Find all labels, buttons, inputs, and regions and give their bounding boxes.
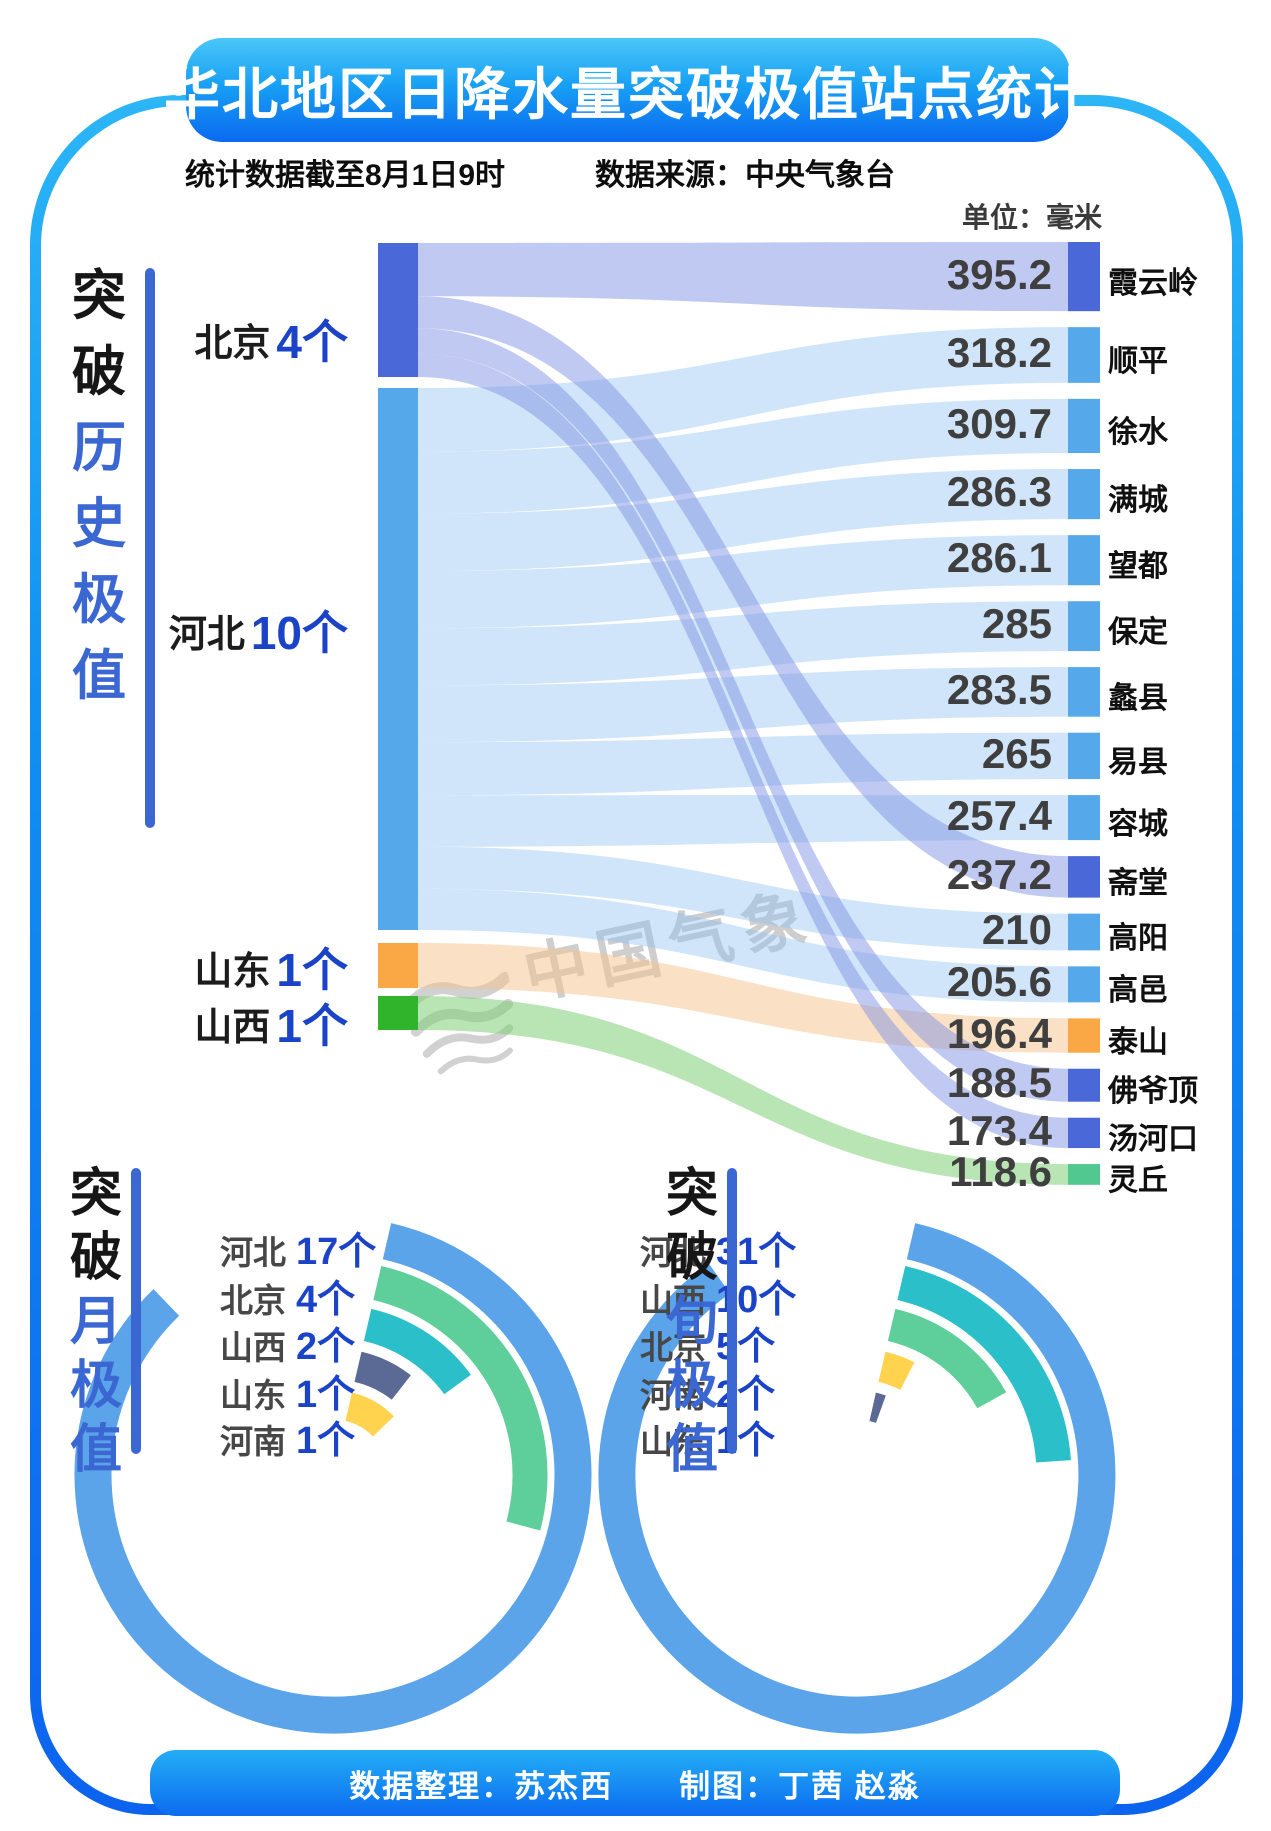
station-name-灵丘: 灵丘 <box>1108 1164 1168 1198</box>
station-name-顺平: 顺平 <box>1108 345 1168 378</box>
caption-char: 旬 <box>666 1293 719 1351</box>
source-province-name: 北京 <box>194 322 271 365</box>
station-value-保定: 285 <box>981 600 1052 648</box>
station-name-佛爷顶: 佛爷顶 <box>1108 1075 1198 1109</box>
caption-char: 值 <box>70 1421 123 1479</box>
station-value-泰山: 196.4 <box>946 1009 1052 1057</box>
legend-row-河北: 河北 17个 <box>214 1220 376 1275</box>
caption-tenday-bar <box>727 1168 737 1454</box>
caption-char: 月 <box>70 1293 123 1351</box>
station-name-易县: 易县 <box>1108 745 1168 779</box>
station-name-泰山: 泰山 <box>1108 1025 1168 1059</box>
caption-char: 极 <box>70 1357 123 1415</box>
caption-char: 史 <box>72 494 126 554</box>
station-value-容城: 257.4 <box>946 791 1052 839</box>
legend-station-count: 17个 <box>296 1231 377 1273</box>
source-station-count: 1个 <box>276 944 348 996</box>
station-name-徐水: 徐水 <box>1108 415 1168 449</box>
unit-label: 单位：毫米 <box>962 202 1103 233</box>
station-value-易县: 265 <box>981 729 1052 777</box>
legend-row-山西: 山西 2个 <box>214 1315 355 1370</box>
footer-credits: 数据整理：苏杰西 制图：丁茜 赵淼 <box>349 1768 921 1804</box>
station-value-高邑: 205.6 <box>946 958 1052 1006</box>
station-value-高阳: 210 <box>981 906 1052 953</box>
caption-char: 突 <box>72 266 126 326</box>
caption-monthly-bar <box>131 1168 141 1454</box>
station-name-斋堂: 斋堂 <box>1108 866 1168 900</box>
caption-tenday-extreme: 突破旬极值 <box>666 1162 718 1482</box>
caption-char: 历 <box>72 418 126 478</box>
station-name-满城: 满城 <box>1108 484 1168 518</box>
legend-province-name: 河南 <box>220 1423 286 1460</box>
station-value-斋堂: 237.2 <box>946 850 1052 898</box>
station-value-灵丘: 118.6 <box>949 1148 1052 1196</box>
legend-province-name: 河北 <box>220 1234 286 1271</box>
station-name-保定: 保定 <box>1108 616 1168 650</box>
caption-char: 突 <box>70 1165 123 1223</box>
legend-province-name: 山西 <box>220 1329 286 1366</box>
caption-char: 突 <box>666 1165 719 1223</box>
station-value-顺平: 318.2 <box>946 329 1052 376</box>
source-province-name: 山西 <box>194 1006 271 1049</box>
caption-history-bar <box>145 268 155 828</box>
station-name-蠡县: 蠡县 <box>1108 681 1168 715</box>
source-station-count: 4个 <box>276 316 348 368</box>
caption-history-extreme: 突破历史极值 <box>72 258 126 714</box>
caption-char: 极 <box>666 1357 719 1415</box>
source-label-山东: 山东 1个 <box>194 934 348 1000</box>
source-label-北京: 北京 4个 <box>194 306 348 372</box>
station-value-蠡县: 283.5 <box>946 665 1052 713</box>
station-name-汤河口: 汤河口 <box>1108 1122 1198 1156</box>
caption-char: 值 <box>72 646 126 706</box>
subtitle: 统计数据截至8月1日9时 数据来源：中央气象台 <box>184 159 896 192</box>
legend-row-河南: 河南 1个 <box>214 1409 355 1464</box>
caption-monthly-extreme: 突破月极值 <box>70 1162 122 1482</box>
legend-station-count: 2个 <box>296 1326 356 1368</box>
caption-char: 值 <box>666 1421 719 1479</box>
station-name-霞云岭: 霞云岭 <box>1108 266 1198 300</box>
station-name-容城: 容城 <box>1108 807 1168 841</box>
source-province-name: 山东 <box>194 950 271 993</box>
caption-char: 破 <box>70 1229 123 1287</box>
station-value-望都: 286.1 <box>946 534 1052 582</box>
station-name-望都: 望都 <box>1108 550 1168 584</box>
station-value-霞云岭: 395.2 <box>946 250 1052 298</box>
legend-station-count: 1个 <box>716 1420 776 1462</box>
legend-station-count: 1个 <box>296 1420 356 1462</box>
source-label-山西: 山西 1个 <box>194 990 348 1056</box>
caption-char: 破 <box>72 342 126 402</box>
station-value-徐水: 309.7 <box>946 399 1052 447</box>
source-station-count: 1个 <box>276 1000 348 1052</box>
station-name-高阳: 高阳 <box>1108 922 1168 955</box>
station-value-满城: 286.3 <box>946 468 1052 516</box>
source-province-name: 河北 <box>168 613 245 656</box>
source-label-河北: 河北 10个 <box>169 597 348 663</box>
page-title: 华北地区日降水量突破极值站点统计 <box>164 62 1092 126</box>
legend-station-count: 5个 <box>716 1326 776 1368</box>
caption-char: 破 <box>666 1229 719 1287</box>
station-value-佛爷顶: 188.5 <box>946 1059 1052 1107</box>
source-station-count: 10个 <box>250 607 348 659</box>
title-banner: 华北地区日降水量突破极值站点统计 <box>164 38 1090 142</box>
footer-banner: 数据整理：苏杰西 制图：丁茜 赵淼 <box>150 1750 1120 1816</box>
caption-char: 极 <box>72 570 126 630</box>
station-name-高邑: 高邑 <box>1108 974 1168 1008</box>
